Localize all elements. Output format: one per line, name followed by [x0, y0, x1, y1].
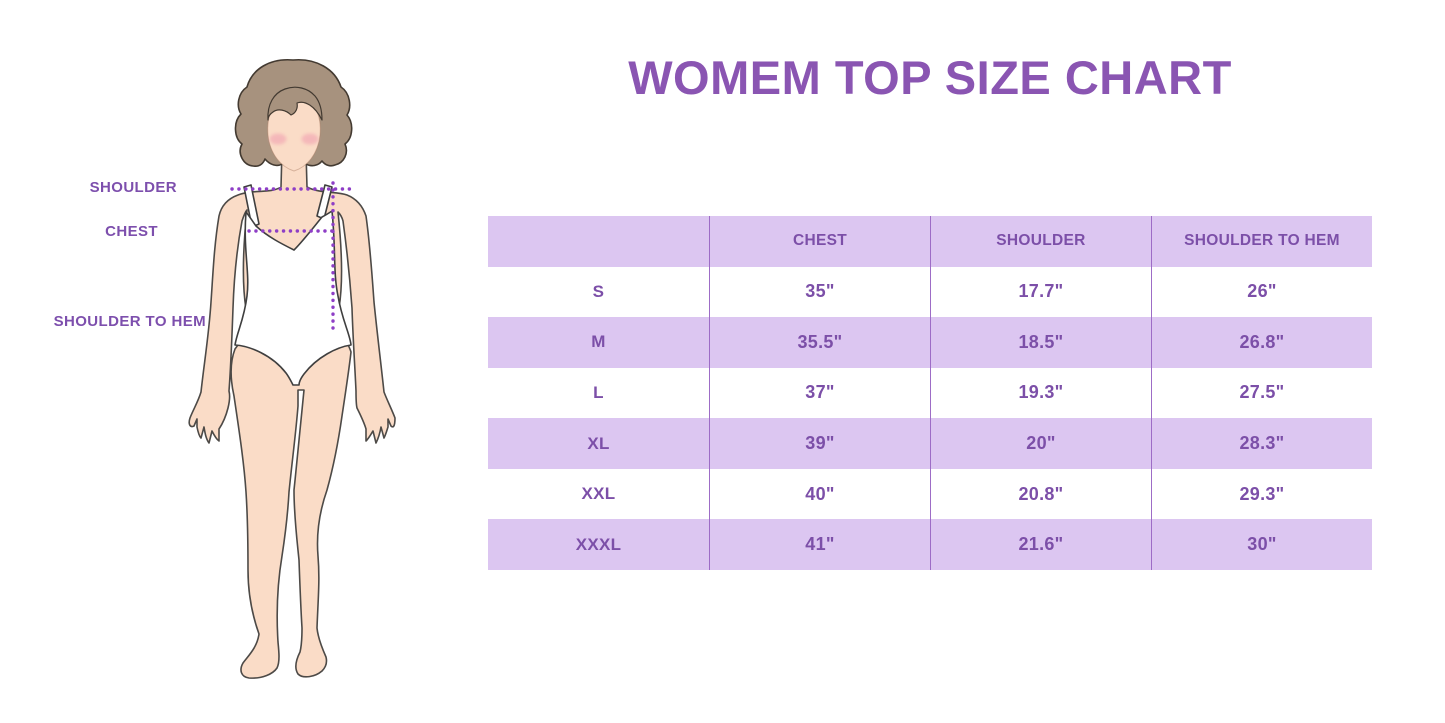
size-table: CHEST SHOULDER SHOULDER TO HEM S 35" 17.7" 26"…	[488, 216, 1372, 570]
page-title: WOMEM TOP SIZE CHART	[628, 51, 1232, 104]
table-row: S 35" 17.7" 26"	[488, 266, 1372, 318]
hair-fringe-shape	[267, 86, 323, 121]
column-header: SHOULDER	[930, 216, 1151, 267]
cell-value: 40"	[709, 468, 930, 520]
table-row: XL 39" 20" 28.3"	[488, 418, 1372, 469]
cell-value: 19.3"	[930, 367, 1151, 419]
cell-value: 41"	[709, 519, 930, 570]
cell-value: 17.7"	[930, 266, 1151, 318]
bodysuit-strap-left	[243, 184, 260, 228]
cell-value: 20.8"	[930, 468, 1151, 520]
cell-value: 29.3"	[1151, 468, 1372, 520]
cell-value: 28.3"	[1151, 418, 1372, 469]
cell-value: 20"	[930, 418, 1151, 469]
blush-left	[269, 133, 287, 145]
cell-value: 21.6"	[930, 519, 1151, 570]
cell-value: 35"	[709, 266, 930, 318]
column-header: SHOULDER TO HEM	[1151, 216, 1372, 267]
cell-value: 30"	[1151, 519, 1372, 570]
cell-value: 35.5"	[709, 317, 930, 368]
table-header-row: CHEST SHOULDER SHOULDER TO HEM	[488, 216, 1372, 267]
chest-label: CHEST	[105, 223, 158, 240]
cell-value: 26"	[1151, 266, 1372, 318]
table-row: XXXL 41" 21.6" 30"	[488, 519, 1372, 570]
cell-value: 18.5"	[930, 317, 1151, 368]
table-row: XXL 40" 20.8" 29.3"	[488, 468, 1372, 520]
cell-value: 26.8"	[1151, 317, 1372, 368]
table-row: M 35.5" 18.5" 26.8"	[488, 317, 1372, 368]
face-shape	[267, 96, 321, 172]
size-label: XL	[587, 433, 610, 453]
size-label: XXXL	[575, 534, 622, 554]
cell-value: 37"	[709, 367, 930, 419]
size-label: XXL	[581, 484, 616, 504]
shoulder-label: SHOULDER	[89, 179, 177, 196]
shoulder-to-hem-label: SHOULDER TO HEM	[53, 313, 206, 330]
cell-value: 27.5"	[1151, 367, 1372, 419]
bodysuit-strap-right	[316, 184, 333, 220]
bodysuit-shape	[234, 210, 352, 386]
column-header: CHEST	[709, 216, 930, 267]
column-header	[488, 216, 709, 267]
size-label: M	[591, 332, 606, 352]
size-label: S	[592, 281, 605, 301]
blush-right	[301, 133, 319, 145]
table-row: L 37" 19.3" 27.5"	[488, 367, 1372, 419]
size-label: L	[593, 382, 604, 402]
cell-value: 39"	[709, 418, 930, 469]
hair-shape	[234, 59, 353, 167]
body-silhouette	[188, 149, 396, 679]
